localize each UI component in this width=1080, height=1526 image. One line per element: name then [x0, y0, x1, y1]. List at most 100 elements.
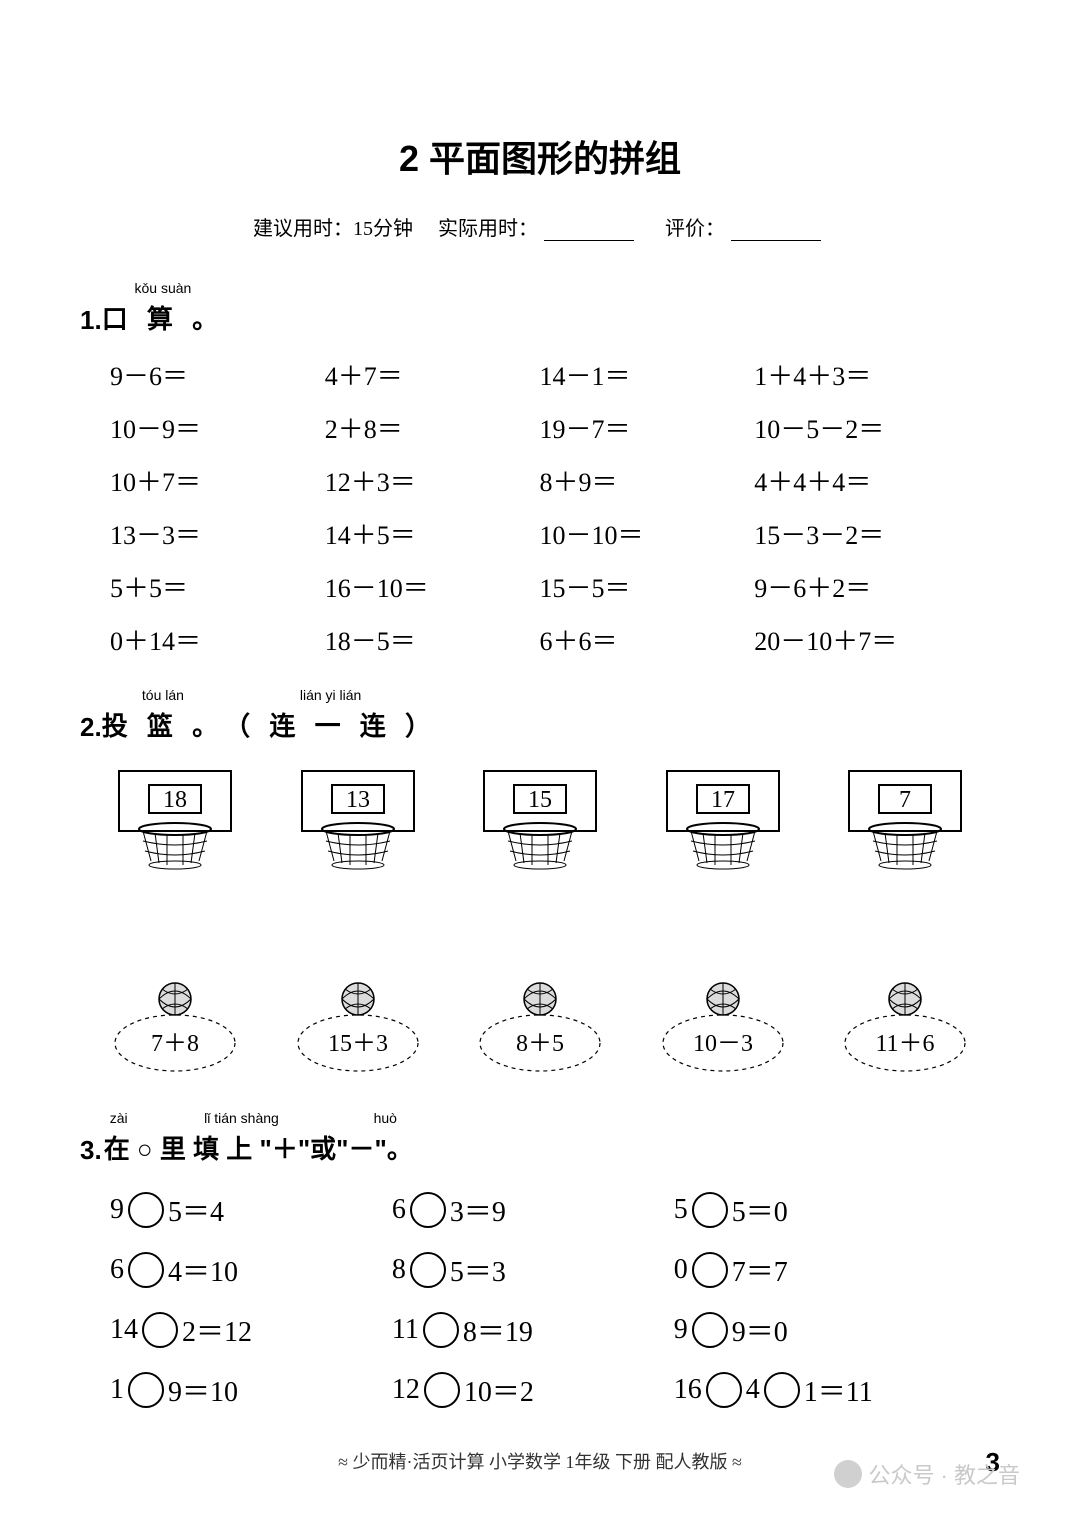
math-text: 1: [110, 1374, 124, 1406]
math-problem[interactable]: 15－5＝: [540, 568, 745, 605]
math-problem[interactable]: 19－7＝: [540, 409, 745, 446]
math-text: 4＝10: [168, 1250, 238, 1290]
math-problem[interactable]: 8＋9＝: [540, 462, 745, 499]
math-problem[interactable]: 15－3－2＝: [754, 515, 1000, 552]
math-text: 16: [674, 1374, 702, 1406]
s3-grid: 95＝463＝955＝064＝1085＝307＝7142＝12118＝1999＝…: [80, 1190, 1000, 1410]
math-text: 4: [746, 1374, 760, 1406]
math-problem[interactable]: 10－9＝: [110, 409, 315, 446]
math-problem[interactable]: 14＋5＝: [325, 515, 530, 552]
wechat-icon: [834, 1460, 862, 1488]
fill-operator-problem[interactable]: 118＝19: [392, 1310, 664, 1350]
math-text: 8: [392, 1254, 406, 1286]
fill-operator-problem[interactable]: 14 2＝12: [110, 1310, 382, 1350]
math-problem[interactable]: 4＋7＝: [325, 356, 530, 393]
math-text: 14: [110, 1314, 138, 1346]
operator-circle[interactable]: [424, 1372, 460, 1408]
svg-text:10－3: 10－3: [693, 1031, 753, 1057]
math-text: 2＝12: [182, 1310, 252, 1350]
basketball-expression[interactable]: 10－3: [648, 981, 798, 1081]
s3-pinyin-1: zài: [104, 1111, 134, 1125]
basketball-hoop[interactable]: 17: [648, 767, 798, 877]
basketball-hoop[interactable]: 13: [283, 767, 433, 877]
math-problem[interactable]: 4＋4＋4＝: [754, 462, 1000, 499]
basketball-hoop[interactable]: 15: [465, 767, 615, 877]
score-blank[interactable]: [731, 219, 821, 241]
fill-operator-problem[interactable]: 63＝9: [392, 1190, 664, 1230]
section-2-head: x 2. tóu lán 投 篮 。 lián yi lián （ 连 一 连 …: [80, 688, 1000, 743]
s1-grid: 9－6＝ 4＋7＝ 14－1＝1＋4＋3＝ 10－9＝ 2＋8＝ 19－7＝10－5－2＝…: [80, 356, 1000, 658]
fill-operator-problem[interactable]: 99＝0: [674, 1310, 1000, 1350]
fill-operator-problem[interactable]: 1641＝11: [674, 1370, 1000, 1410]
fill-operator-problem[interactable]: 1 9＝10: [110, 1370, 382, 1410]
meta-row: 建议用时：15分钟 实际用时： 评价：: [80, 212, 1000, 241]
operator-circle[interactable]: [692, 1192, 728, 1228]
math-problem[interactable]: 9－6＋2＝: [754, 568, 1000, 605]
math-text: 9＝10: [168, 1370, 238, 1410]
math-problem[interactable]: 20－10＋7＝: [754, 621, 1000, 658]
fill-operator-problem[interactable]: 1210＝2: [392, 1370, 664, 1410]
page-title: 2 平面图形的拼组: [80, 130, 1000, 182]
operator-circle[interactable]: [128, 1192, 164, 1228]
s1-num: 1.: [80, 305, 102, 336]
math-problem[interactable]: 6＋6＝: [540, 621, 745, 658]
basketball-hoop[interactable]: 7: [830, 767, 980, 877]
math-text: 0: [674, 1254, 688, 1286]
suggest-time: 15分钟: [353, 218, 413, 240]
section-2: x 2. tóu lán 投 篮 。 lián yi lián （ 连 一 连 …: [80, 688, 1000, 1081]
basketball-expression[interactable]: 8＋5: [465, 981, 615, 1081]
math-problem[interactable]: 10－5－2＝: [754, 409, 1000, 446]
operator-circle[interactable]: [142, 1312, 178, 1348]
operator-circle[interactable]: [692, 1312, 728, 1348]
fill-operator-problem[interactable]: 55＝0: [674, 1190, 1000, 1230]
svg-text:7: 7: [899, 787, 911, 813]
suggest-label: 建议用时：: [253, 218, 353, 240]
operator-circle[interactable]: [410, 1252, 446, 1288]
math-text: 11: [392, 1314, 419, 1346]
basketball-expression[interactable]: 7＋8: [100, 981, 250, 1081]
s3-pinyin-2: lǐ tián shàng: [181, 1111, 301, 1125]
operator-circle[interactable]: [423, 1312, 459, 1348]
s1-label: 口 算 。: [102, 299, 224, 336]
basketball-hoop[interactable]: 18: [100, 767, 250, 877]
math-problem[interactable]: 1＋4＋3＝: [754, 356, 1000, 393]
math-text: 3＝9: [450, 1190, 506, 1230]
operator-circle[interactable]: [128, 1372, 164, 1408]
s2-label-1: 投 篮 。: [102, 706, 224, 743]
math-problem[interactable]: 16－10＝: [325, 568, 530, 605]
operator-circle[interactable]: [764, 1372, 800, 1408]
math-problem[interactable]: 5＋5＝: [110, 568, 315, 605]
worksheet-page: 2 平面图形的拼组 建议用时：15分钟 实际用时： 评价： x 1. kǒu s…: [0, 0, 1080, 1500]
hoops-row: 18 13 15 17 7: [80, 767, 1000, 877]
section-3-head: 3. zài lǐ tián shàng huò 在 ○ 里 填 上 "＋"或"…: [80, 1111, 1000, 1166]
math-problem[interactable]: 13－3＝: [110, 515, 315, 552]
footer-text: ≈ 少而精·活页计算 小学数学 1年级 下册 配人教版 ≈: [338, 1452, 742, 1472]
basketball-expression[interactable]: 15＋3: [283, 981, 433, 1081]
fill-operator-problem[interactable]: 64＝10: [110, 1250, 382, 1290]
fill-operator-problem[interactable]: 85＝3: [392, 1250, 664, 1290]
operator-circle[interactable]: [692, 1252, 728, 1288]
operator-circle[interactable]: [128, 1252, 164, 1288]
math-problem[interactable]: 9－6＝: [110, 356, 315, 393]
basketball-expression[interactable]: 11＋6: [830, 981, 980, 1081]
svg-text:15＋3: 15＋3: [328, 1031, 388, 1057]
math-problem[interactable]: 10－10＝: [540, 515, 745, 552]
section-1: x 1. kǒu suàn 口 算 。 9－6＝4＋7＝14－1＝1＋4＋3＝1…: [80, 281, 1000, 658]
math-problem[interactable]: 14－1＝: [540, 356, 745, 393]
operator-circle[interactable]: [410, 1192, 446, 1228]
operator-circle[interactable]: [706, 1372, 742, 1408]
s2-label-2: （ 连 一 连 ）: [224, 706, 437, 743]
fill-operator-problem[interactable]: 07＝7: [674, 1250, 1000, 1290]
math-text: 9＝0: [732, 1310, 788, 1350]
actual-time-blank[interactable]: [544, 219, 634, 241]
s2-pinyin-1: tóu lán: [102, 688, 224, 702]
section-1-head: x 1. kǒu suàn 口 算 。: [80, 281, 1000, 336]
fill-operator-problem[interactable]: 95＝4: [110, 1190, 382, 1230]
math-problem[interactable]: 12＋3＝: [325, 462, 530, 499]
svg-text:18: 18: [163, 787, 187, 813]
math-problem[interactable]: 10＋7＝: [110, 462, 315, 499]
s3-pinyin-3: huò: [365, 1111, 405, 1125]
math-problem[interactable]: 2＋8＝: [325, 409, 530, 446]
math-problem[interactable]: 18－5＝: [325, 621, 530, 658]
math-problem[interactable]: 0＋14＝: [110, 621, 315, 658]
